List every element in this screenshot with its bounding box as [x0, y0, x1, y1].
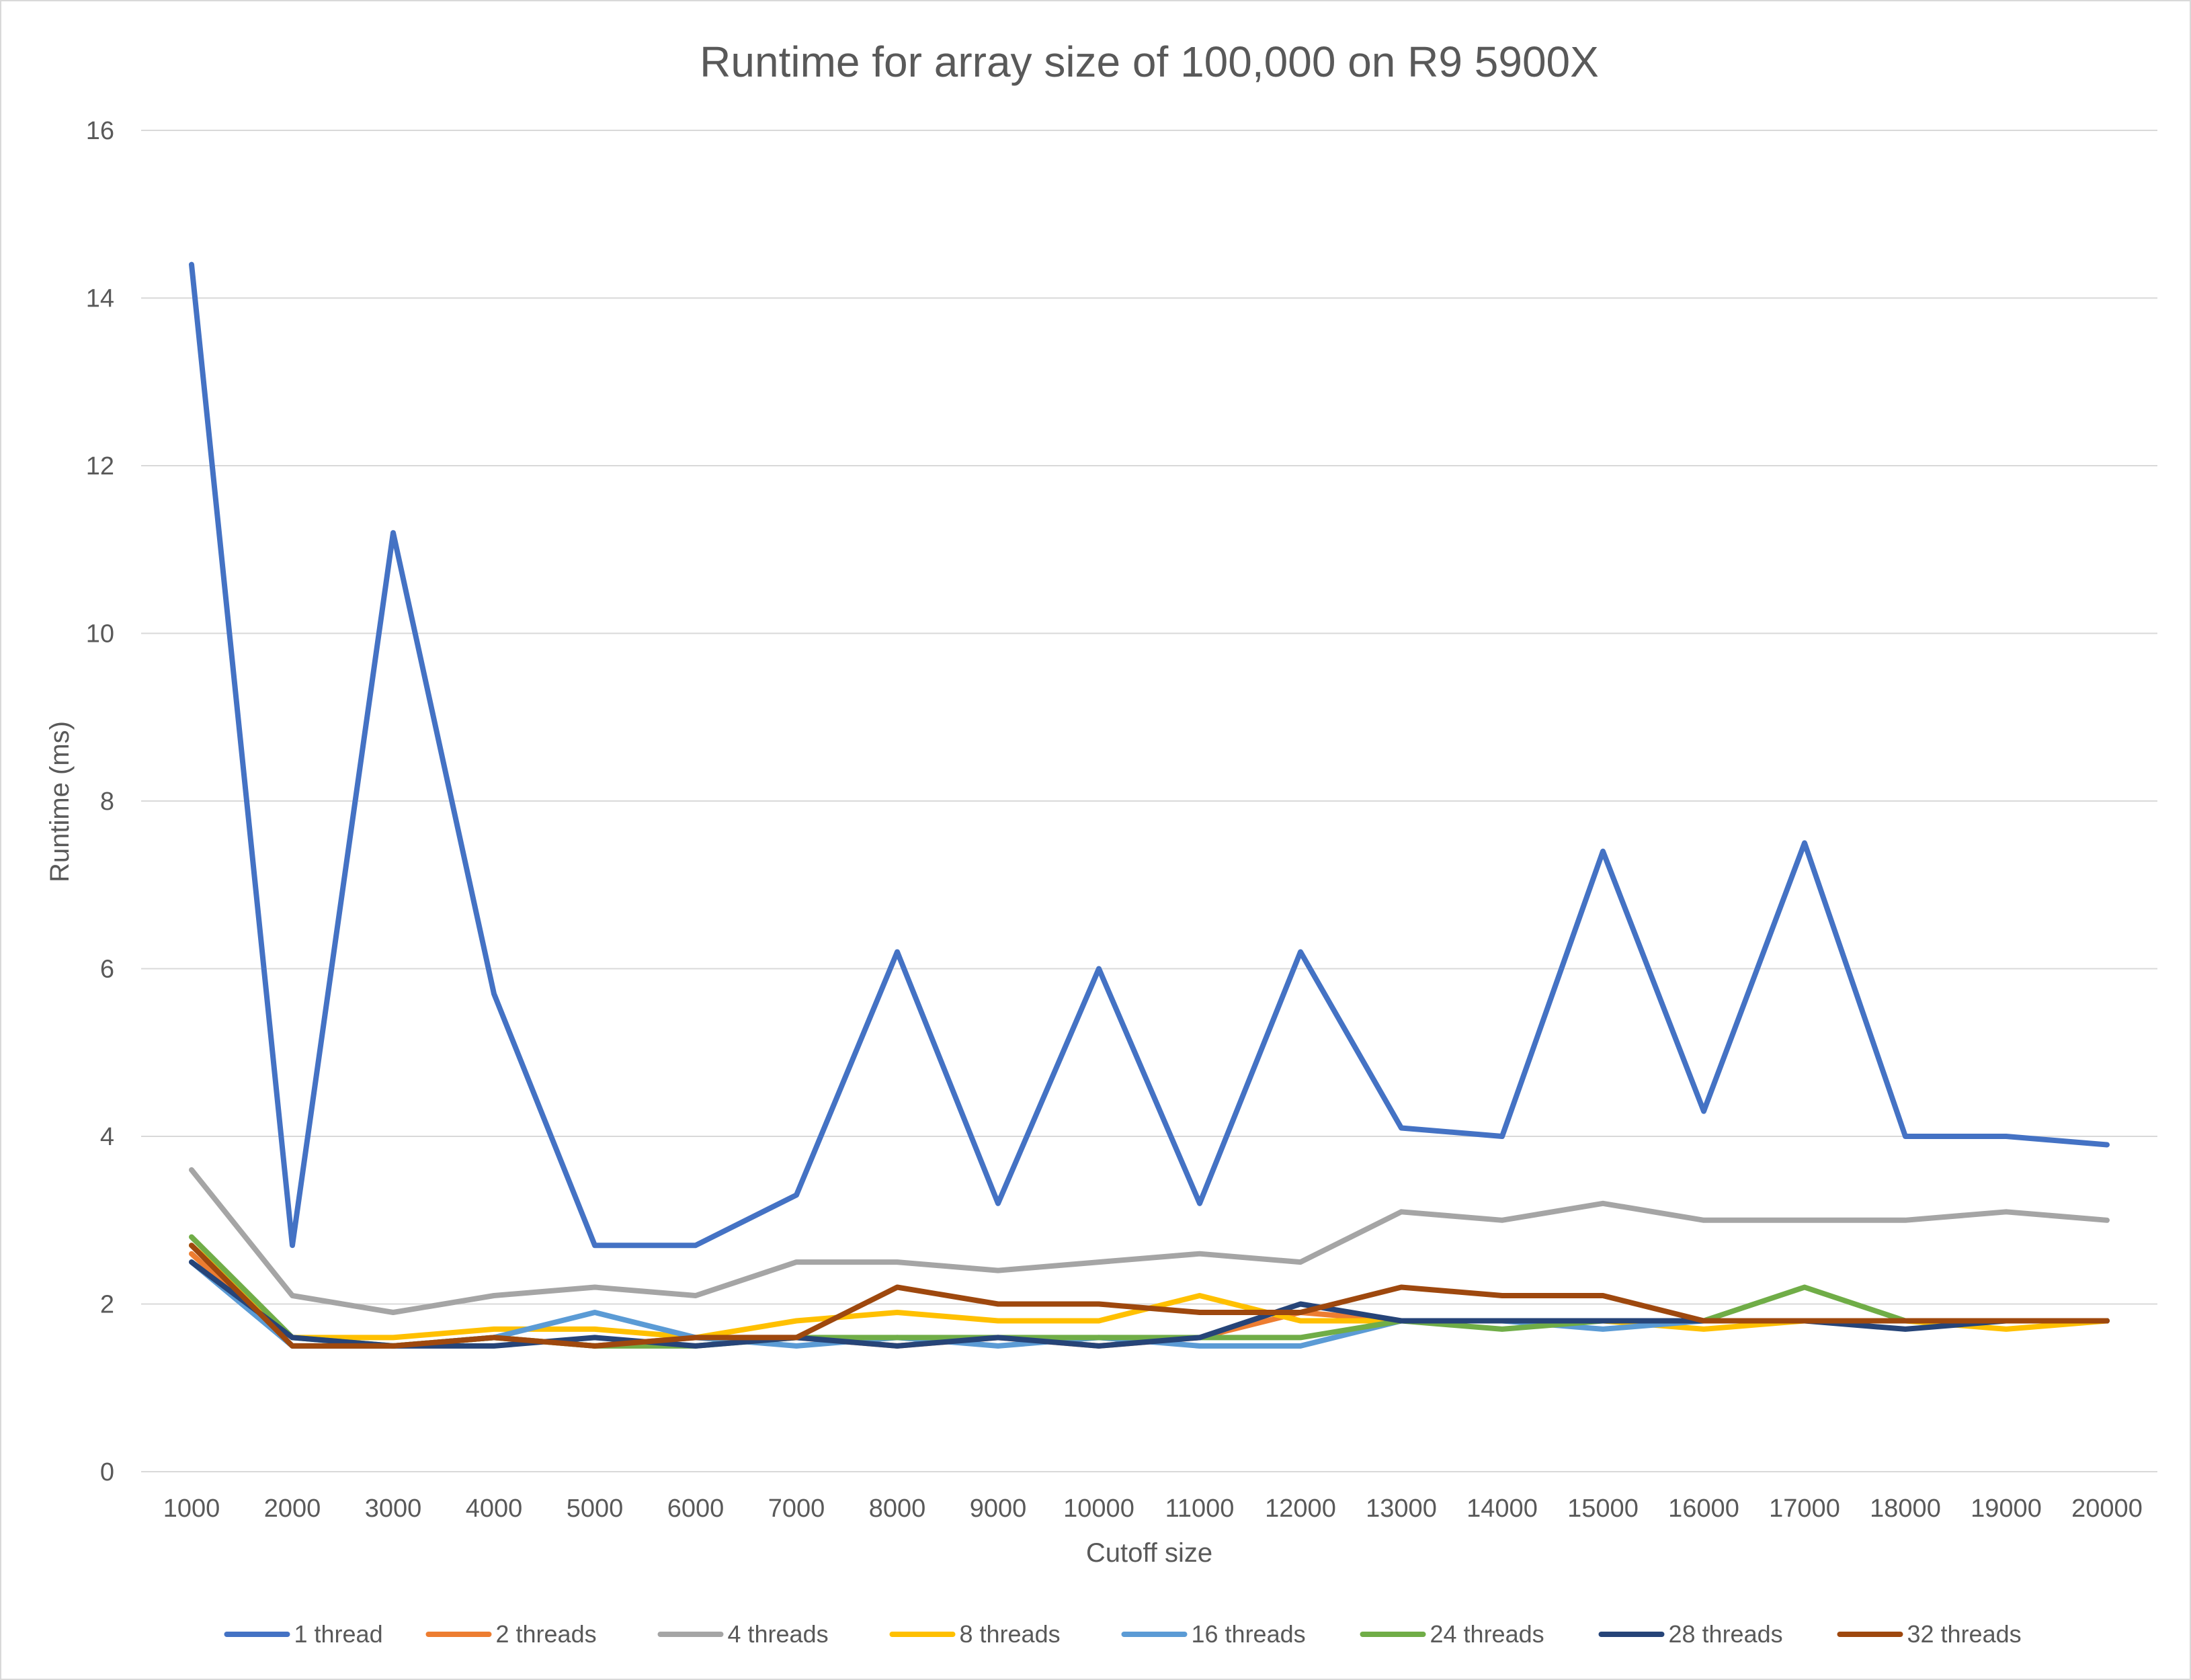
y-tick-label: 2	[100, 1291, 114, 1319]
series-line-3	[189, 1167, 2110, 1315]
legend-item: 24 threads	[1360, 1620, 1544, 1648]
x-tick-label: 19000	[1971, 1495, 2042, 1523]
x-tick-label: 16000	[1668, 1495, 1739, 1523]
x-tick-label: 12000	[1265, 1495, 1336, 1523]
x-axis-title: Cutoff size	[1086, 1538, 1212, 1568]
legend-label: 1 thread	[294, 1620, 383, 1648]
x-tick-label: 17000	[1769, 1495, 1840, 1523]
y-tick-label: 16	[86, 117, 114, 145]
legend-item: 2 threads	[425, 1620, 597, 1648]
y-tick-label: 4	[100, 1123, 114, 1151]
legend-item: 28 threads	[1598, 1620, 1783, 1648]
y-tick-label: 0	[100, 1458, 114, 1486]
x-tick-label: 4000	[466, 1495, 523, 1523]
legend-label: 16 threads	[1192, 1620, 1306, 1648]
x-tick-label: 2000	[264, 1495, 321, 1523]
series-line-8	[189, 1243, 2110, 1349]
y-axis-ticks: 0 2 4 6 8 10 12 14 16	[86, 117, 114, 1486]
legend-item: 16 threads	[1121, 1620, 1306, 1648]
x-axis-ticks: 1000 2000 3000 4000 5000 6000 7000 8000 9000 1000…	[163, 1495, 2143, 1523]
x-tick-label: 13000	[1366, 1495, 1437, 1523]
series-lines	[189, 261, 2110, 1349]
legend-label: 4 threads	[728, 1620, 829, 1648]
chart-title: Runtime for array size of 100,000 on R9 …	[700, 38, 1599, 86]
gridlines	[141, 130, 2157, 1472]
legend-label: 8 threads	[960, 1620, 1061, 1648]
legend-item: 1 thread	[224, 1620, 383, 1648]
x-tick-label: 11000	[1165, 1495, 1235, 1523]
y-tick-label: 8	[100, 788, 114, 816]
x-tick-label: 3000	[365, 1495, 422, 1523]
legend-label: 24 threads	[1430, 1620, 1544, 1648]
x-tick-label: 10000	[1063, 1495, 1134, 1523]
x-tick-label: 6000	[667, 1495, 725, 1523]
x-tick-label: 14000	[1466, 1495, 1538, 1523]
legend-item: 32 threads	[1837, 1620, 2022, 1648]
series-line-1	[189, 261, 2110, 1249]
y-tick-label: 14	[86, 285, 114, 313]
legend-label: 2 threads	[496, 1620, 597, 1648]
y-tick-label: 6	[100, 956, 114, 984]
x-tick-label: 9000	[970, 1495, 1027, 1523]
x-tick-label: 15000	[1567, 1495, 1639, 1523]
legend: 1 thread 2 threads 4 threads 8 threads 16 th…	[224, 1620, 2022, 1648]
x-tick-label: 1000	[163, 1495, 220, 1523]
y-axis-title: Runtime (ms)	[45, 721, 75, 882]
x-tick-label: 8000	[869, 1495, 926, 1523]
y-tick-label: 12	[86, 452, 114, 480]
x-tick-label: 5000	[567, 1495, 624, 1523]
x-tick-label: 18000	[1870, 1495, 1941, 1523]
y-tick-label: 10	[86, 620, 114, 648]
legend-label: 28 threads	[1669, 1620, 1783, 1648]
legend-item: 8 threads	[889, 1620, 1061, 1648]
legend-label: 32 threads	[1907, 1620, 2022, 1648]
legend-item: 4 threads	[657, 1620, 829, 1648]
x-tick-label: 7000	[768, 1495, 825, 1523]
x-tick-label: 20000	[2071, 1495, 2143, 1523]
